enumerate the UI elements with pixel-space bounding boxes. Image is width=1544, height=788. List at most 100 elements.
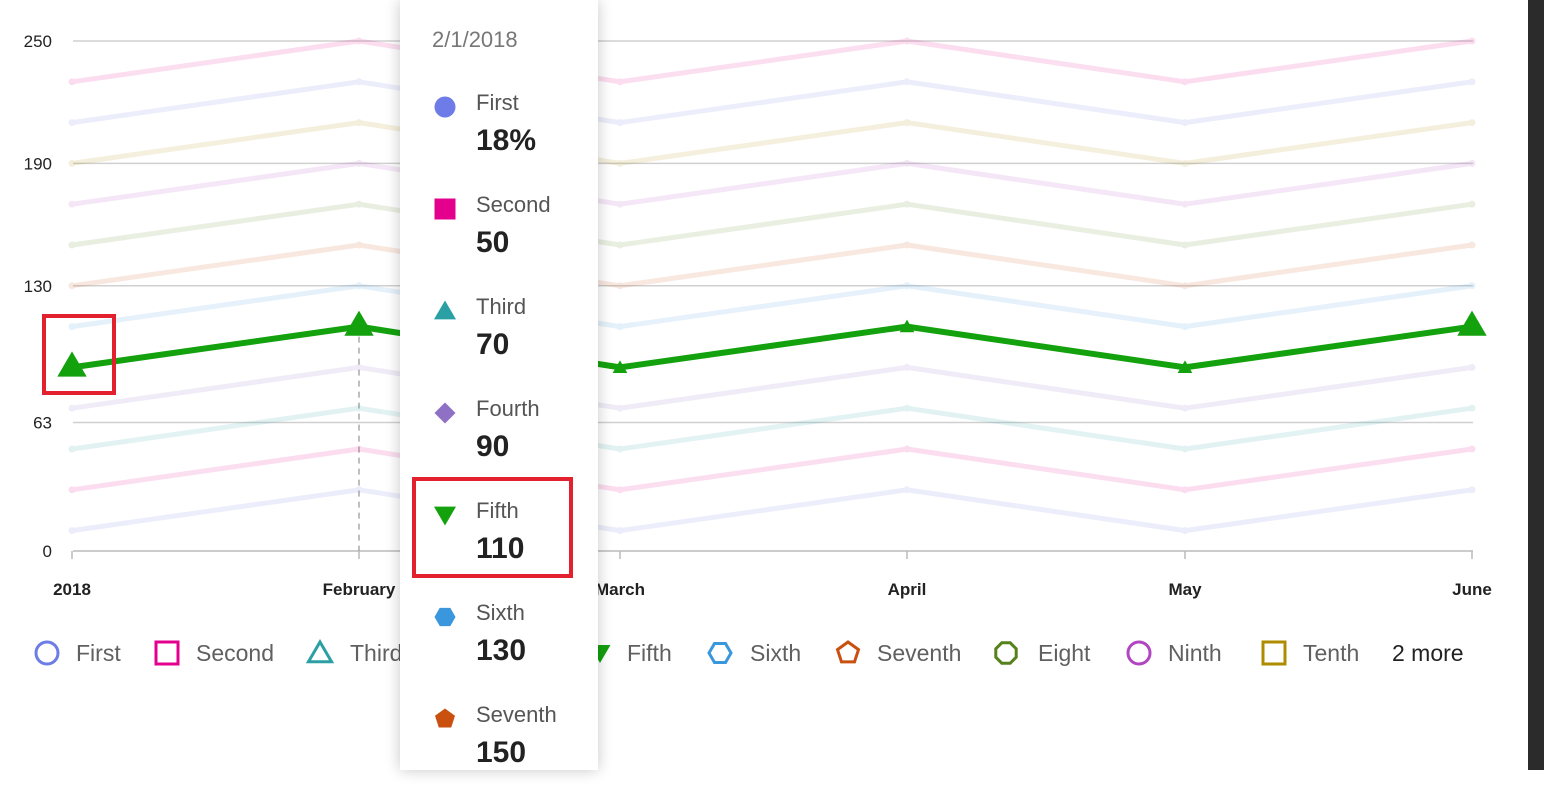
- data-point: [344, 310, 374, 336]
- series-line: [71, 323, 1473, 371]
- series-line: [71, 283, 1473, 330]
- legend-item-first[interactable]: First: [34, 640, 121, 666]
- data-point: [68, 159, 76, 167]
- legend[interactable]: First Second Third Fifth Sixth Seventh Eight Ni…: [34, 639, 1464, 666]
- data-point: [57, 351, 87, 377]
- tooltip-date: 2/1/2018: [432, 27, 518, 52]
- series-line: [71, 120, 1473, 166]
- highlight-box-first-point: [42, 314, 116, 395]
- tooltip-item-value: 70: [476, 328, 510, 361]
- series-first[interactable]: [68, 486, 1476, 535]
- x-axis: 2018 February March April May June: [53, 336, 1492, 599]
- series-extra[interactable]: [68, 37, 1476, 86]
- series-seventh[interactable]: [68, 241, 1476, 290]
- legend-more-button[interactable]: 2 more: [1392, 640, 1464, 666]
- data-point: [355, 241, 363, 249]
- series-line: [71, 160, 1473, 207]
- data-point: [899, 319, 915, 333]
- tooltip-item-value: 150: [476, 736, 527, 769]
- data-point: [1468, 404, 1476, 412]
- tooltip-item-value: 90: [476, 430, 510, 463]
- data-point: [68, 404, 76, 412]
- data-point: [903, 119, 911, 127]
- data-point: [1468, 37, 1476, 45]
- legend-label: Eight: [1038, 640, 1091, 666]
- tooltip-item-value: 130: [476, 634, 527, 667]
- data-point: [616, 445, 624, 453]
- series-ninth[interactable]: [68, 159, 1476, 208]
- data-point: [1181, 527, 1189, 535]
- series-third[interactable]: [68, 404, 1476, 453]
- legend-item-fifth[interactable]: Fifth: [589, 640, 672, 666]
- data-point: [616, 78, 624, 86]
- legend-item-second[interactable]: Second: [154, 640, 274, 666]
- marker-shape: [434, 198, 456, 220]
- tooltip-item-first: First 18%: [432, 84, 592, 176]
- tooltip-item-sixth: Sixth 130: [432, 594, 592, 686]
- tooltip-item-second: Second 50: [432, 186, 592, 278]
- data-point: [616, 159, 624, 167]
- data-point: [903, 445, 911, 453]
- y-tick-label: 250: [24, 32, 52, 51]
- data-point: [616, 119, 624, 127]
- scrollbar[interactable]: [1528, 0, 1544, 770]
- data-point: [903, 363, 911, 371]
- data-point: [1468, 486, 1476, 494]
- data-point: [1181, 282, 1189, 290]
- data-point: [616, 527, 624, 535]
- triangle-down-icon: [433, 506, 457, 526]
- marker-shape: [433, 300, 457, 320]
- data-point: [616, 241, 624, 249]
- series-fourth[interactable]: [68, 363, 1476, 412]
- square-icon: [1261, 640, 1287, 666]
- data-point: [903, 37, 911, 45]
- series-eight[interactable]: [68, 200, 1476, 249]
- data-point: [1468, 363, 1476, 371]
- legend-item-ninth[interactable]: Ninth: [1126, 640, 1222, 666]
- series-second[interactable]: [68, 445, 1476, 494]
- x-tick-label: February: [323, 580, 396, 599]
- data-point: [68, 78, 76, 86]
- data-point: [1468, 445, 1476, 453]
- series-fifth[interactable]: [57, 310, 1487, 377]
- series-sixth[interactable]: [68, 282, 1476, 331]
- data-point: [903, 486, 911, 494]
- data-point: [1181, 486, 1189, 494]
- data-point: [68, 323, 76, 331]
- marker-shape: [433, 506, 457, 526]
- tooltip-item-label: Second: [476, 192, 551, 217]
- hexagon-icon: [434, 607, 456, 627]
- grid-lines: [73, 40, 1473, 424]
- data-point: [1468, 78, 1476, 86]
- legend-item-third[interactable]: Third: [305, 639, 402, 666]
- circle-icon: [1126, 640, 1152, 666]
- data-point: [355, 363, 363, 371]
- data-point: [1181, 200, 1189, 208]
- diamond-icon: [434, 402, 456, 424]
- legend-item-eight[interactable]: Eight: [994, 640, 1091, 666]
- tooltip-item-label: Third: [476, 294, 527, 319]
- y-tick-label: 0: [43, 542, 52, 561]
- data-point: [1181, 445, 1189, 453]
- triangle-icon: [305, 639, 335, 664]
- data-point: [355, 119, 363, 127]
- y-axis: 250 190 130 63 0: [24, 32, 52, 561]
- data-point: [903, 241, 911, 249]
- legend-label: Second: [196, 640, 274, 666]
- legend-item-tenth[interactable]: Tenth: [1261, 640, 1359, 666]
- legend-item-sixth[interactable]: Sixth: [707, 640, 801, 666]
- data-point: [68, 527, 76, 535]
- legend-item-seventh[interactable]: Seventh: [835, 640, 962, 666]
- series-extra[interactable]: [68, 78, 1476, 127]
- data-point: [903, 78, 911, 86]
- series-line: [71, 242, 1473, 289]
- data-point: [355, 78, 363, 86]
- series-line: [71, 201, 1473, 248]
- data-point: [68, 282, 76, 290]
- legend-label: Seventh: [877, 640, 961, 666]
- series-line: [71, 38, 1473, 85]
- series-tenth[interactable]: [68, 119, 1476, 167]
- legend-label: Ninth: [1168, 640, 1222, 666]
- triangle-icon: [433, 300, 457, 320]
- marker-shape: [434, 96, 456, 118]
